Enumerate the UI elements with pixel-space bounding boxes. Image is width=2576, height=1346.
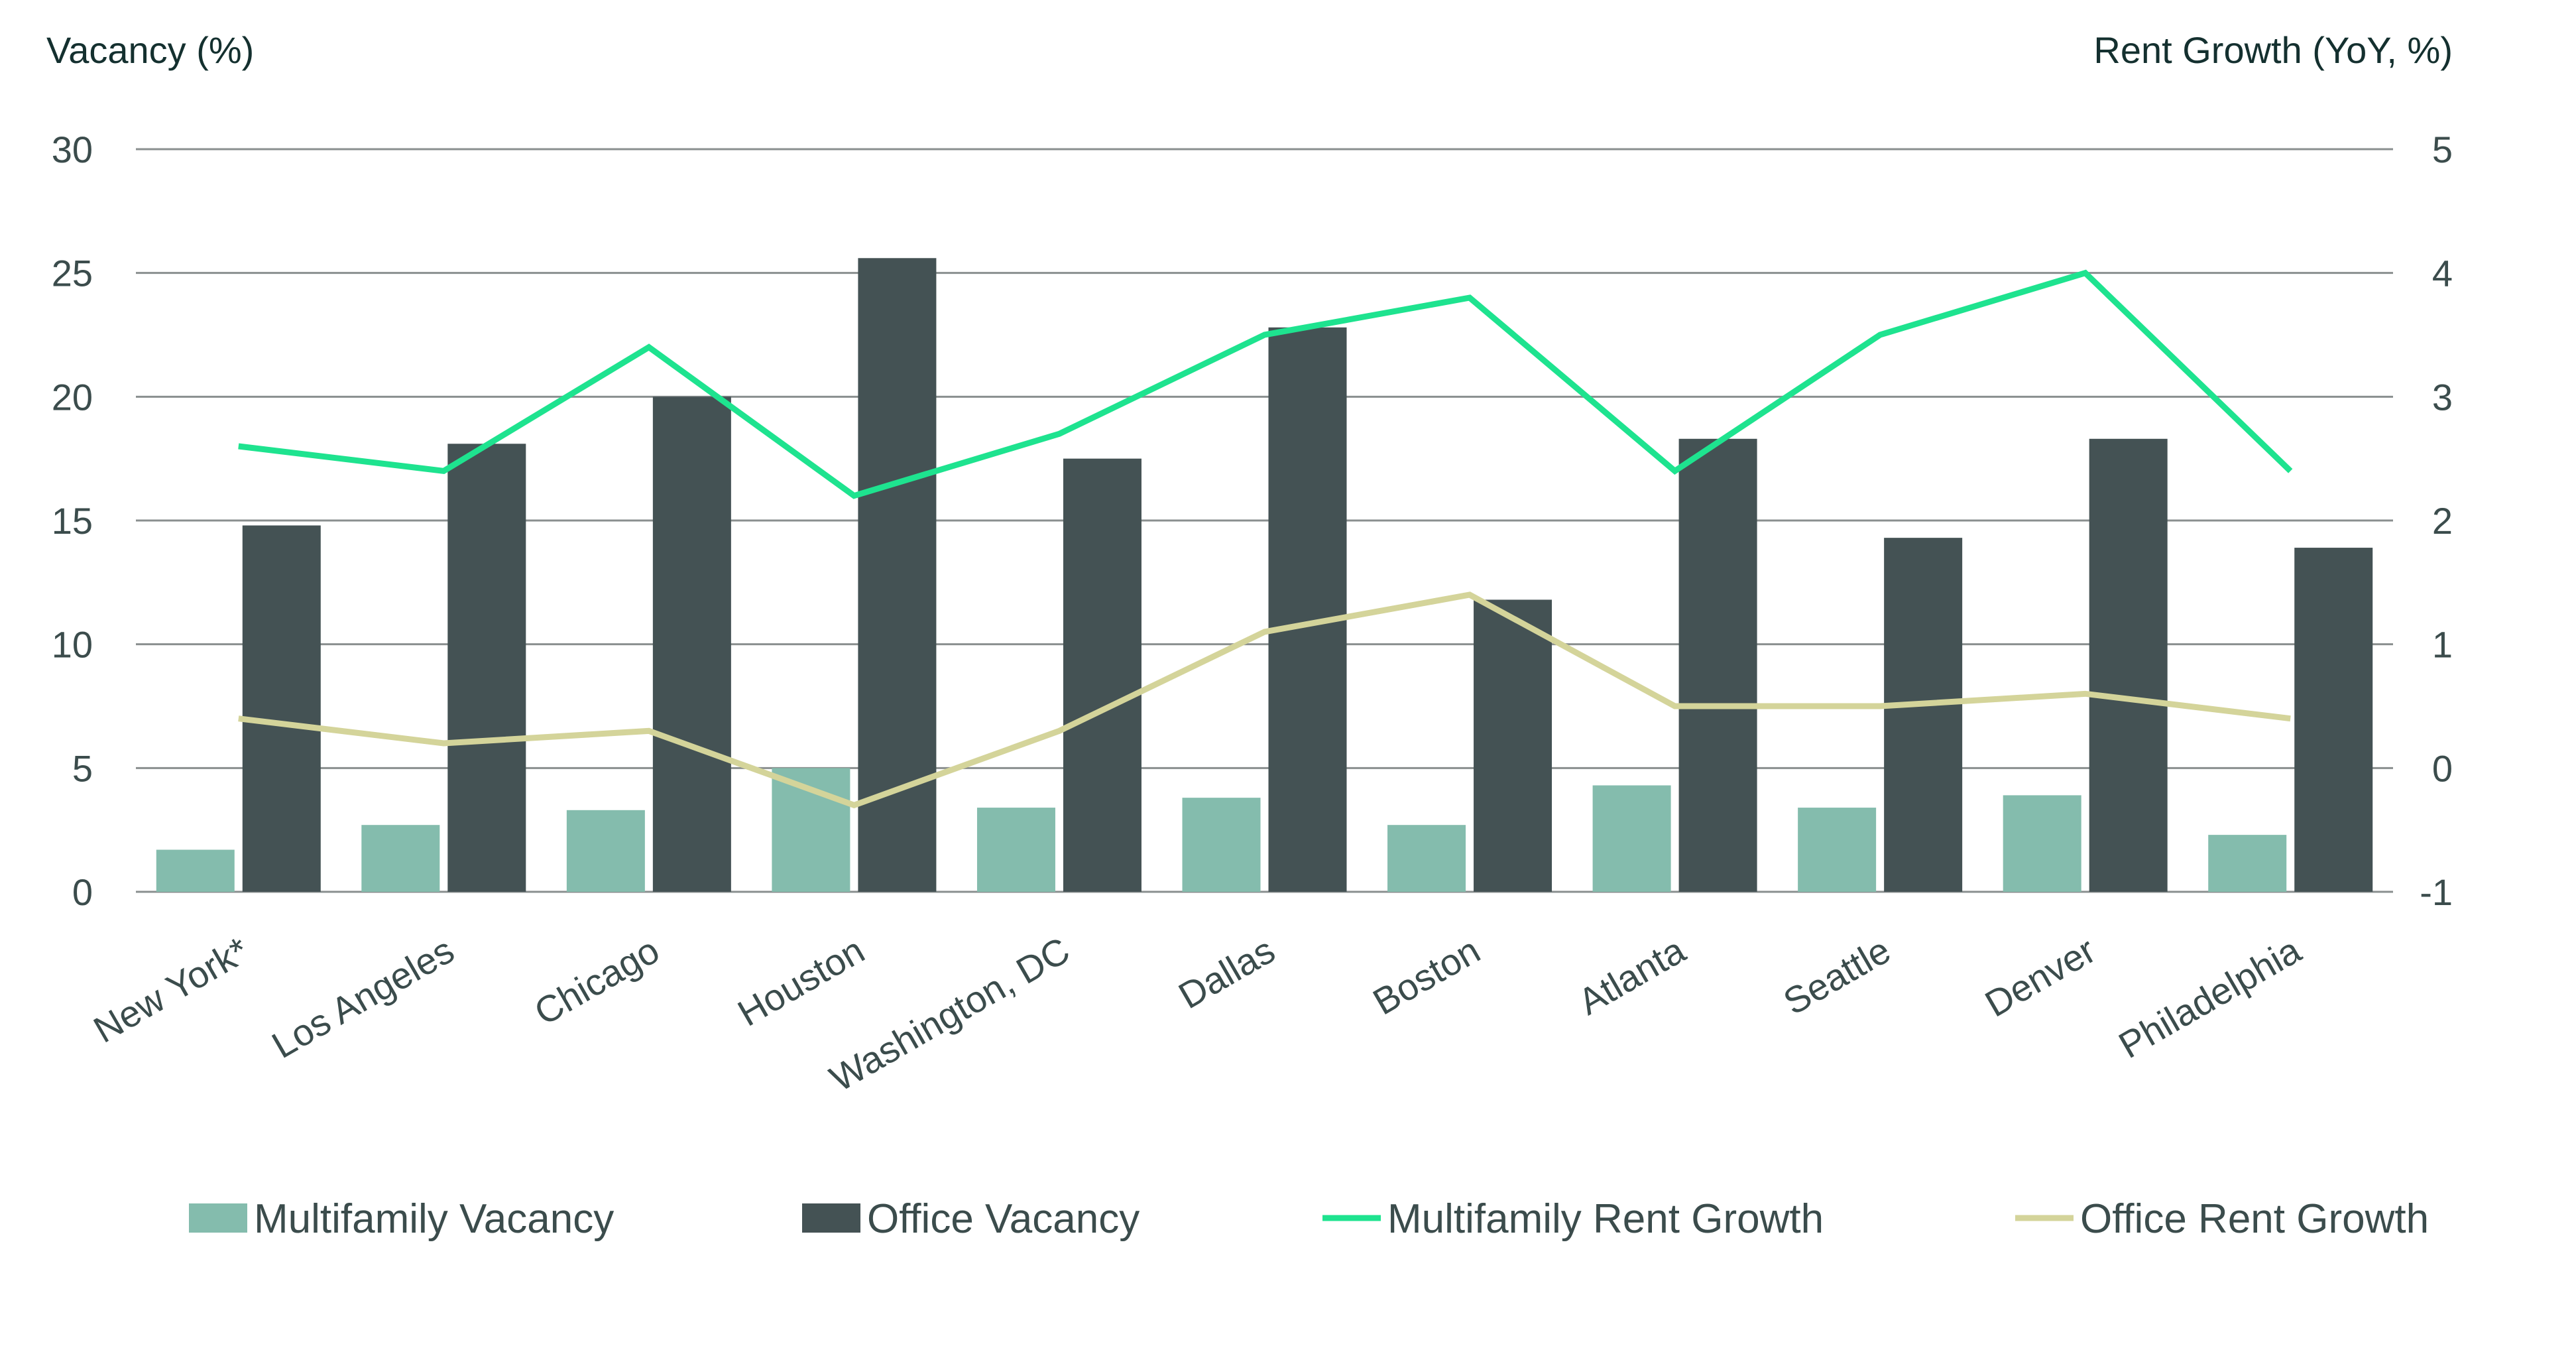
multifamily-vacancy-legend-label: Multifamily Vacancy <box>254 1196 614 1242</box>
category-labels: New York* Los Angeles Chicago HoustonWashin… <box>87 928 2308 1099</box>
category-label: Los Angeles <box>265 929 461 1066</box>
office-vacancy-bar <box>2089 438 2168 892</box>
y-left-tick-label: 20 <box>52 376 93 418</box>
y-right-tick-label: 4 <box>2432 253 2453 294</box>
multifamily-rent-growth-line <box>238 269 2293 499</box>
multifamily-vacancy-bar <box>2208 835 2287 892</box>
legend: Multifamily Vacancy Office Vacancy Multifa… <box>189 1196 2429 1242</box>
lines <box>238 269 2293 809</box>
y-right-tick-label: 2 <box>2432 500 2453 542</box>
category-label: Houston <box>731 929 871 1034</box>
y-right-tick-label: -1 <box>2420 871 2453 913</box>
y-right-tick-label: 3 <box>2432 376 2453 418</box>
y-left-tick-label: 15 <box>52 500 93 542</box>
office-vacancy-legend-label: Office Vacancy <box>867 1196 1140 1242</box>
multifamily-vacancy-bar <box>361 825 440 892</box>
multifamily-vacancy-bar <box>1387 825 1466 892</box>
y-axis-right-title: Rent Growth (YoY, %) <box>2093 29 2453 71</box>
category-label: Chicago <box>527 929 666 1033</box>
multifamily-vacancy-bar <box>156 849 235 892</box>
multifamily-vacancy-bar <box>2003 795 2081 892</box>
category-label: Dallas <box>1171 929 1281 1016</box>
axes: Vacancy (%) Rent Growth (YoY, %) 0510152… <box>46 29 2453 913</box>
y-left-tick-label: 5 <box>72 747 93 789</box>
multifamily-vacancy-bar <box>1798 808 1877 892</box>
office-vacancy-bar <box>1268 327 1347 892</box>
category-label: Boston <box>1366 929 1487 1023</box>
category-label: Seattle <box>1777 929 1897 1023</box>
office-vacancy-bar <box>652 397 731 892</box>
category-label: Philadelphia <box>2111 928 2308 1066</box>
office-vacancy-bar <box>858 258 937 892</box>
multifamily-vacancy-legend-swatch <box>189 1203 247 1233</box>
office-vacancy-legend-swatch <box>802 1203 860 1233</box>
category-label: New York* <box>87 929 256 1051</box>
office-vacancy-bar <box>242 525 321 892</box>
y-right-tick-label: 1 <box>2432 624 2453 666</box>
office-vacancy-bar <box>1063 458 1142 892</box>
multifamily-vacancy-bar <box>566 810 645 892</box>
office-rent-growth-line <box>238 591 2291 809</box>
multifamily-vacancy-bar <box>976 808 1055 892</box>
y-left-tick-label: 10 <box>52 624 93 666</box>
category-label: Atlanta <box>1571 928 1692 1022</box>
office-vacancy-bar <box>447 444 526 892</box>
office-vacancy-bar <box>1678 438 1757 892</box>
office-vacancy-bar <box>2294 548 2373 892</box>
y-left-tick-label: 30 <box>52 129 93 170</box>
y-right-tick-label: 0 <box>2432 747 2453 789</box>
multifamily-vacancy-bar <box>1182 798 1261 892</box>
office-rent-growth-legend-label: Office Rent Growth <box>2080 1196 2429 1242</box>
office-vacancy-bar <box>1474 599 1552 892</box>
office-vacancy-bar <box>1884 538 1963 892</box>
y-left-tick-label: 25 <box>52 253 93 294</box>
multifamily-rent-growth-legend-label: Multifamily Rent Growth <box>1387 1196 1824 1242</box>
bars <box>156 258 2373 892</box>
y-axis-left-title: Vacancy (%) <box>46 29 254 71</box>
category-label: Denver <box>1978 929 2103 1025</box>
y-right-tick-label: 5 <box>2432 129 2453 170</box>
multifamily-vacancy-bar <box>1592 785 1671 892</box>
y-left-tick-label: 0 <box>72 871 93 913</box>
